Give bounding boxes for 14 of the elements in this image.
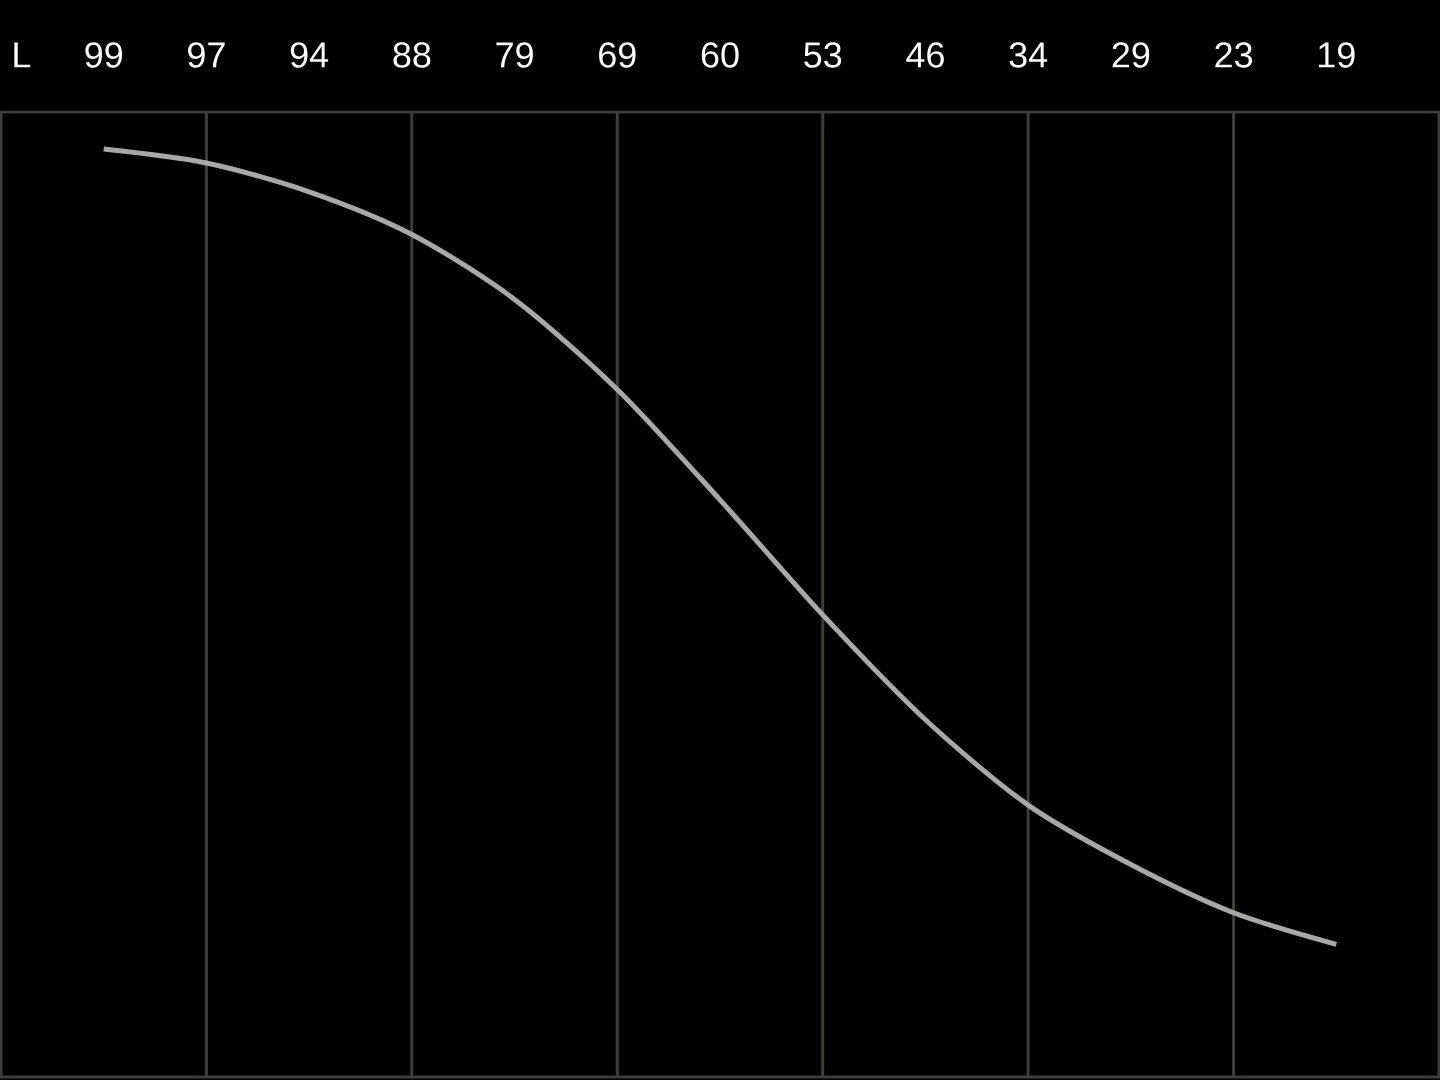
x-tick-label: 46 [906,42,944,68]
x-tick-label: 97 [188,42,225,68]
x-tick-label: 88 [393,42,431,68]
x-tick-label: 29 [1112,42,1150,68]
x-tick-label: 99 [85,42,123,68]
x-tick-label: 23 [1215,42,1253,68]
x-tick-label: 94 [290,42,329,68]
x-tick-label: 19 [1319,42,1355,68]
x-tick-label: 60 [701,42,739,68]
x-tick-label: 79 [496,42,533,68]
x-tick-label: 69 [599,42,636,68]
x-axis-title: L [14,42,31,68]
x-tick-label: 53 [804,42,842,68]
x-tick-label: 34 [1009,42,1048,68]
